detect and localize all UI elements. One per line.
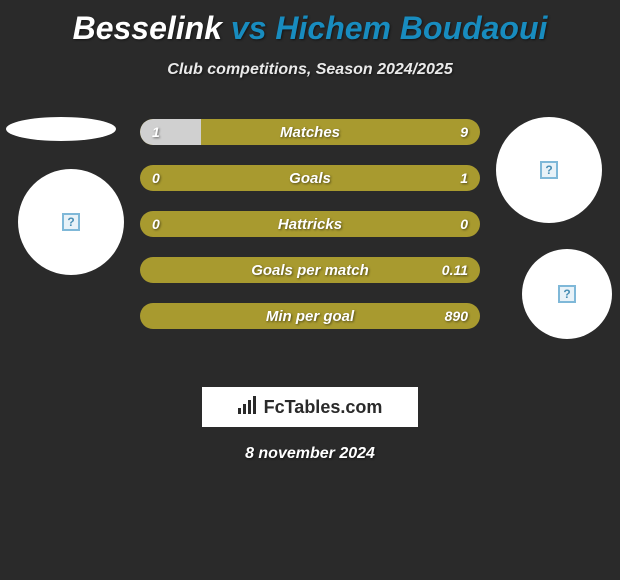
right-decor: ? ? [490,109,620,369]
stat-row-hattricks: 0 Hattricks 0 [140,211,480,237]
chart-icon [238,396,258,419]
stat-row-mpg: Min per goal 890 [140,303,480,329]
main-area: ? ? ? 1 Matches 9 0 Goals 1 [0,109,620,369]
stat-label: Hattricks [140,211,480,237]
avatar-placeholder-right-2: ? [522,249,612,339]
question-icon: ? [558,285,576,303]
left-decor: ? [0,109,130,369]
subtitle: Club competitions, Season 2024/2025 [0,61,620,79]
stat-bars: 1 Matches 9 0 Goals 1 0 Hattricks 0 Goal… [140,119,480,349]
stat-label: Min per goal [140,303,480,329]
ellipse-decor [6,117,116,141]
stat-right-value: 9 [460,119,468,145]
footer-badge: FcTables.com [202,387,418,427]
avatar-placeholder-left: ? [18,169,124,275]
stat-label: Matches [140,119,480,145]
vs-label: vs [231,10,267,46]
stat-row-gpm: Goals per match 0.11 [140,257,480,283]
player1-name: Besselink [73,10,222,46]
question-icon: ? [62,213,80,231]
comparison-card: Besselink vs Hichem Boudaoui Club compet… [0,0,620,463]
player2-name: Hichem Boudaoui [275,10,547,46]
stat-row-matches: 1 Matches 9 [140,119,480,145]
avatar-placeholder-right-1: ? [496,117,602,223]
stat-label: Goals per match [140,257,480,283]
stat-right-value: 0 [460,211,468,237]
date-line: 8 november 2024 [0,445,620,463]
title: Besselink vs Hichem Boudaoui [0,0,620,47]
stat-right-value: 1 [460,165,468,191]
stat-right-value: 0.11 [442,257,468,283]
stat-right-value: 890 [445,303,468,329]
stat-label: Goals [140,165,480,191]
question-icon: ? [540,161,558,179]
stat-row-goals: 0 Goals 1 [140,165,480,191]
footer-logo-text: FcTables.com [264,397,383,418]
